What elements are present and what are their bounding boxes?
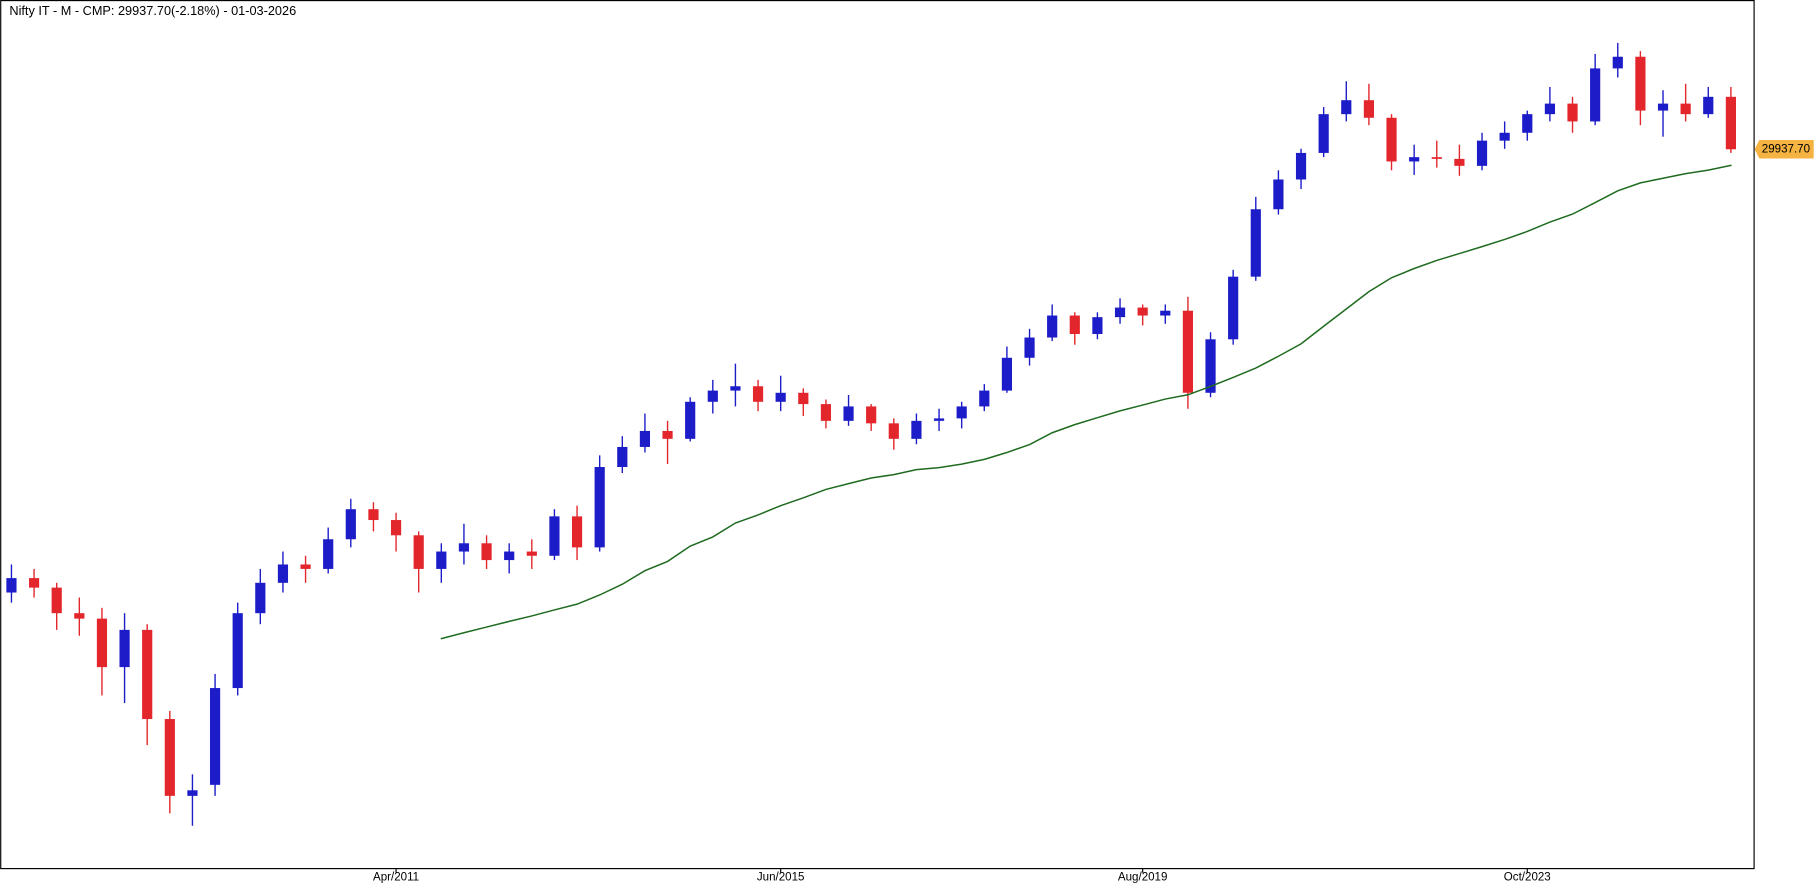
candle-body — [323, 539, 334, 569]
candle-body — [96, 618, 108, 668]
chart-title: Nifty IT - M - CMP: 29937.70(-2.18%) - 0… — [9, 3, 296, 18]
candle-body — [1160, 310, 1171, 316]
candle-body — [1680, 103, 1691, 115]
candle-body — [390, 520, 402, 536]
candle-body — [368, 509, 379, 521]
candle-body — [1137, 307, 1148, 316]
candle-body — [1205, 339, 1216, 393]
candle-body — [866, 406, 877, 424]
x-tick-label: Aug/2019 — [1118, 871, 1168, 883]
x-tick-label: Jun/2015 — [757, 871, 805, 883]
candle-body — [1024, 337, 1035, 358]
candle-body — [345, 509, 356, 540]
plot-frame — [0, 0, 1755, 870]
candle-body — [1544, 103, 1555, 115]
candle-body — [843, 406, 854, 421]
candle-body — [1725, 96, 1736, 150]
candle-body — [662, 430, 673, 439]
candle-body — [458, 543, 470, 552]
candle-body — [1295, 152, 1307, 180]
candle-body — [571, 516, 583, 548]
price-label: 29937.70 — [1762, 143, 1810, 155]
candle-body — [1363, 100, 1374, 118]
candle-body — [1069, 315, 1080, 335]
candle-body — [549, 516, 560, 556]
candle-body — [1228, 276, 1239, 340]
candle-body — [255, 582, 266, 614]
candle-body — [707, 390, 718, 402]
candle-body — [1386, 117, 1397, 162]
candle-body — [6, 578, 17, 593]
candle-body — [639, 430, 651, 447]
candle-body — [685, 401, 696, 439]
candle-body — [798, 392, 809, 405]
candle-body — [1047, 315, 1058, 338]
candle-body — [956, 406, 967, 419]
candle-body — [617, 446, 628, 468]
candle-body — [911, 420, 922, 439]
candle-body — [1612, 56, 1623, 69]
candle-body — [820, 404, 832, 421]
candle-body — [277, 564, 289, 583]
candle-body — [413, 535, 424, 569]
candle-body — [1590, 68, 1601, 122]
candle-body — [436, 551, 447, 569]
candle-body — [1703, 96, 1714, 115]
x-tick-label: Apr/2011 — [373, 871, 419, 883]
candle-body — [164, 719, 175, 796]
candle-body — [526, 551, 537, 556]
candle-body — [730, 386, 741, 391]
candle-body — [28, 578, 40, 588]
x-tick-label: Oct/2023 — [1504, 871, 1551, 883]
candle-body — [1635, 56, 1646, 111]
candle-body — [752, 386, 764, 402]
candle-body — [1657, 103, 1669, 111]
candle-body — [504, 551, 515, 561]
candle-body — [142, 629, 153, 720]
candle-body — [1567, 103, 1578, 122]
candle-body — [1431, 157, 1442, 159]
moving-average-line — [440, 164, 1732, 640]
candle-body — [1409, 157, 1420, 162]
candle-body — [1001, 357, 1013, 391]
candle-body — [481, 543, 492, 561]
candle-body — [232, 613, 243, 689]
candle-body — [1273, 179, 1284, 210]
candle-body — [1114, 307, 1126, 318]
candle-body — [1341, 100, 1352, 115]
candle-body — [979, 390, 990, 407]
candle-body — [187, 790, 198, 796]
candle-body — [1250, 209, 1261, 277]
candle-body — [1454, 158, 1465, 166]
candle-body — [1476, 140, 1488, 166]
candle-body — [594, 467, 605, 548]
candle-body — [888, 423, 899, 439]
candle-body — [51, 587, 62, 614]
candle-body — [1318, 114, 1329, 153]
candle-body — [209, 688, 221, 785]
candle-body — [1499, 132, 1510, 141]
candle-body — [1522, 114, 1533, 133]
candle-body — [74, 613, 85, 619]
candle-body — [1182, 310, 1194, 393]
candle-body — [119, 629, 130, 668]
candle-body — [1092, 317, 1103, 335]
price-label-box — [1754, 140, 1814, 159]
candle-body — [933, 418, 945, 421]
candle-body — [300, 564, 311, 569]
candle-body — [775, 392, 786, 402]
